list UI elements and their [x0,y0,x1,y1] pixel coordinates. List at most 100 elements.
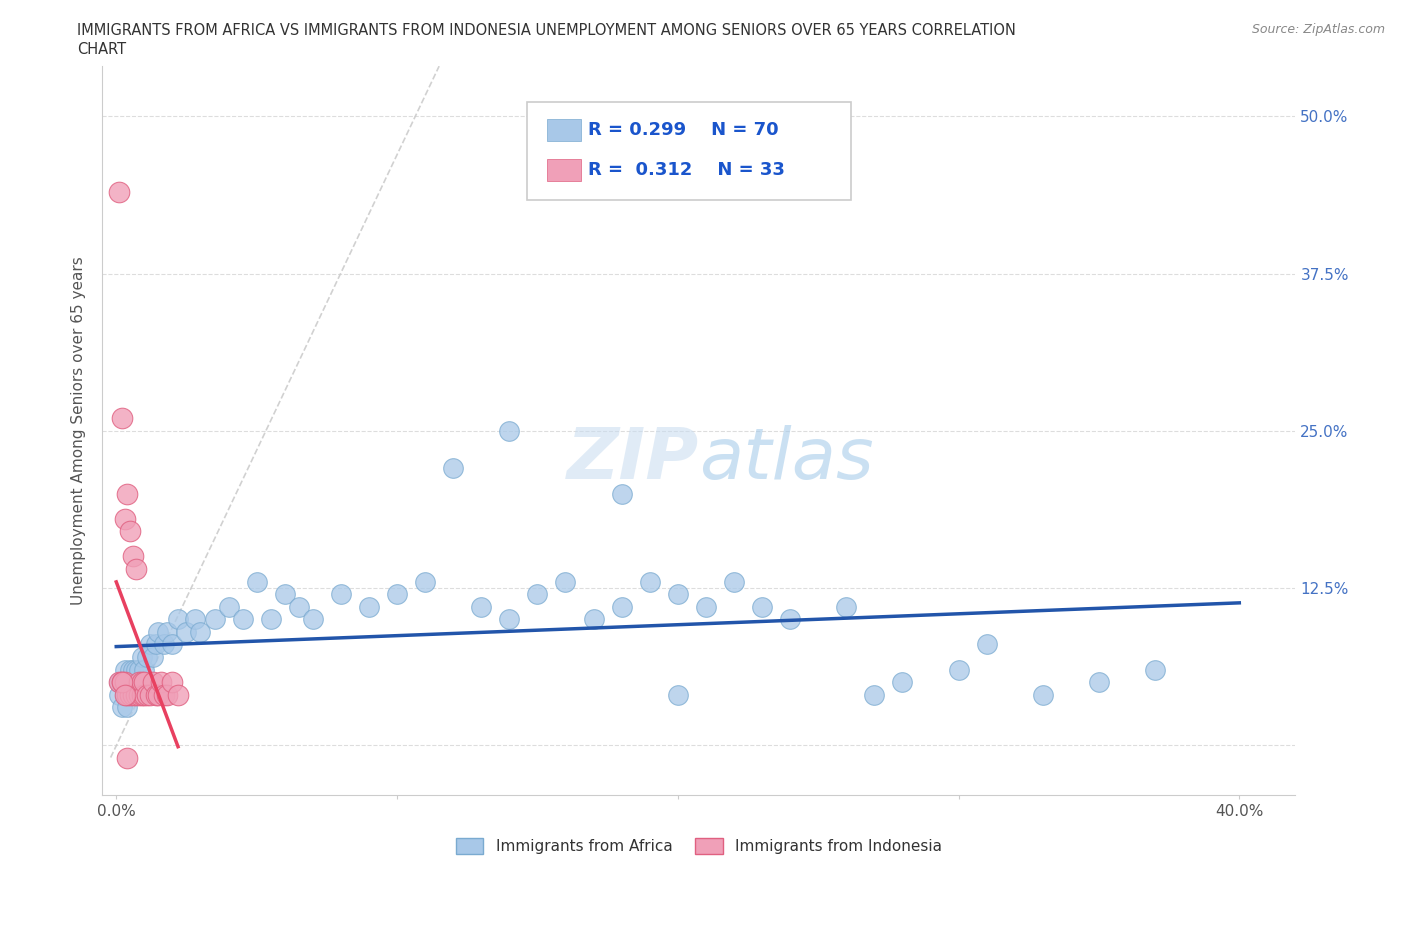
Point [142,649,165,664]
Point [142,674,165,689]
Point [122,674,145,689]
Point [948,662,970,677]
Point [114,512,136,526]
Point [498,612,520,627]
Point [273,587,295,602]
Point [554,574,576,589]
Point [153,687,176,702]
Point [863,687,886,702]
Point [610,486,633,501]
Point [470,599,492,614]
Point [125,674,148,689]
Point [108,674,131,689]
Point [246,574,269,589]
Point [111,674,134,689]
Point [134,674,156,689]
Point [120,524,142,538]
Point [114,687,136,702]
Point [145,687,167,702]
Point [111,674,134,689]
Point [111,699,134,714]
Y-axis label: Unemployment Among Seniors over 65 years: Unemployment Among Seniors over 65 years [72,257,86,605]
Text: atlas: atlas [699,425,873,495]
Point [167,687,190,702]
Point [117,674,139,689]
Text: IMMIGRANTS FROM AFRICA VS IMMIGRANTS FROM INDONESIA UNEMPLOYMENT AMONG SENIORS O: IMMIGRANTS FROM AFRICA VS IMMIGRANTS FRO… [77,23,1017,38]
Point [526,587,548,602]
Point [117,486,139,501]
Point [108,674,131,689]
Point [108,687,131,702]
Point [150,674,173,689]
Point [287,599,309,614]
Point [723,574,745,589]
Point [148,687,170,702]
Point [779,612,801,627]
Point [666,587,689,602]
Point [111,411,134,426]
Point [1032,687,1054,702]
Point [122,687,145,702]
Text: ZIP: ZIP [567,425,699,495]
Text: Source: ZipAtlas.com: Source: ZipAtlas.com [1251,23,1385,36]
Point [441,461,464,476]
Point [610,599,633,614]
Point [145,637,167,652]
Point [385,587,408,602]
Point [114,687,136,702]
Point [357,599,380,614]
Point [131,674,153,689]
Text: CHART: CHART [77,42,127,57]
Point [835,599,858,614]
Point [128,674,150,689]
Point [162,637,184,652]
Point [891,674,914,689]
Point [184,612,207,627]
Point [114,674,136,689]
Point [128,674,150,689]
Point [751,599,773,614]
Point [108,184,131,199]
Point [139,637,162,652]
Point [122,662,145,677]
Point [134,687,156,702]
Point [120,674,142,689]
Point [111,674,134,689]
Point [582,612,605,627]
Point [148,624,170,639]
Point [413,574,436,589]
Point [976,637,998,652]
Point [638,574,661,589]
Point [666,687,689,702]
Point [204,612,226,627]
Point [232,612,254,627]
Point [128,662,150,677]
Point [114,662,136,677]
Point [117,751,139,765]
Point [131,674,153,689]
Point [153,637,176,652]
Point [120,687,142,702]
Point [125,562,148,577]
Point [122,687,145,702]
Point [167,612,190,627]
Point [134,662,156,677]
Point [498,423,520,438]
Point [131,649,153,664]
Point [176,624,198,639]
Point [117,687,139,702]
Text: R =  0.312    N = 33: R = 0.312 N = 33 [588,161,785,179]
Point [114,674,136,689]
Legend: Immigrants from Africa, Immigrants from Indonesia: Immigrants from Africa, Immigrants from … [450,831,948,860]
Point [156,687,179,702]
Point [131,687,153,702]
Point [125,687,148,702]
Point [1088,674,1111,689]
Point [117,687,139,702]
Point [260,612,283,627]
Point [156,624,179,639]
Point [120,662,142,677]
Point [301,612,323,627]
Point [190,624,212,639]
Point [125,662,148,677]
